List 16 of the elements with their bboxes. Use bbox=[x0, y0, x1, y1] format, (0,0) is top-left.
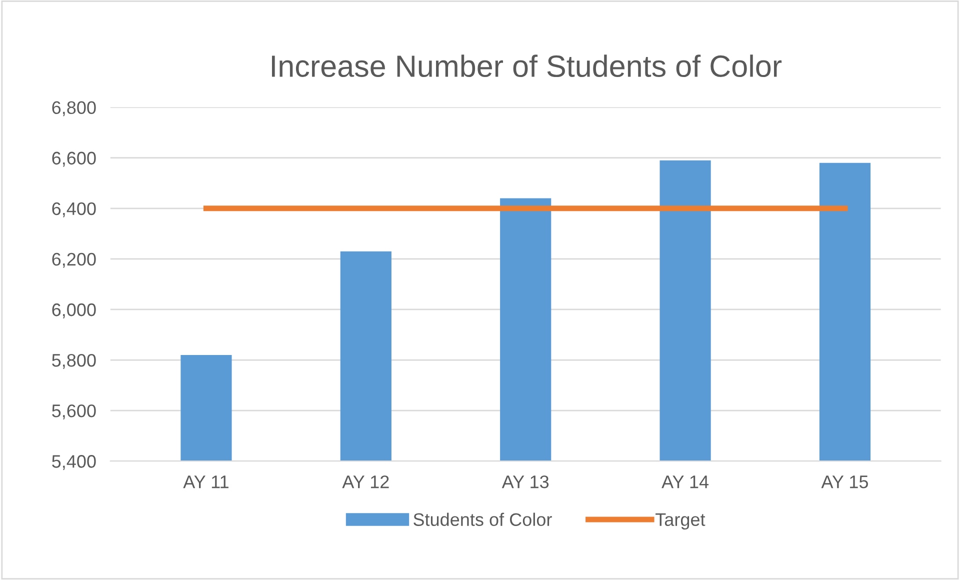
x-tick-label: AY 15 bbox=[821, 476, 868, 488]
y-tick-label: 5,600 bbox=[52, 404, 96, 420]
x-tick-label: AY 12 bbox=[342, 475, 389, 488]
y-tick-label: 6,200 bbox=[52, 252, 96, 268]
legend-label: Target bbox=[656, 513, 706, 530]
y-tick-label: 6,400 bbox=[52, 202, 96, 218]
y-tick-label: 6,800 bbox=[52, 101, 96, 116]
legend-label: Students of Color bbox=[414, 512, 552, 526]
y-tick-label: 5,400 bbox=[52, 455, 96, 470]
x-tick-label: AY 14 bbox=[662, 476, 709, 488]
y-tick-label: 5,800 bbox=[52, 354, 96, 369]
x-tick-label: AY 13 bbox=[502, 475, 549, 488]
x-tick-label: AY 11 bbox=[183, 476, 228, 488]
y-tick-label: 6,600 bbox=[52, 152, 96, 167]
y-tick-label: 6,000 bbox=[52, 303, 96, 318]
chart-title: Increase Number of Students of Color bbox=[272, 54, 782, 78]
